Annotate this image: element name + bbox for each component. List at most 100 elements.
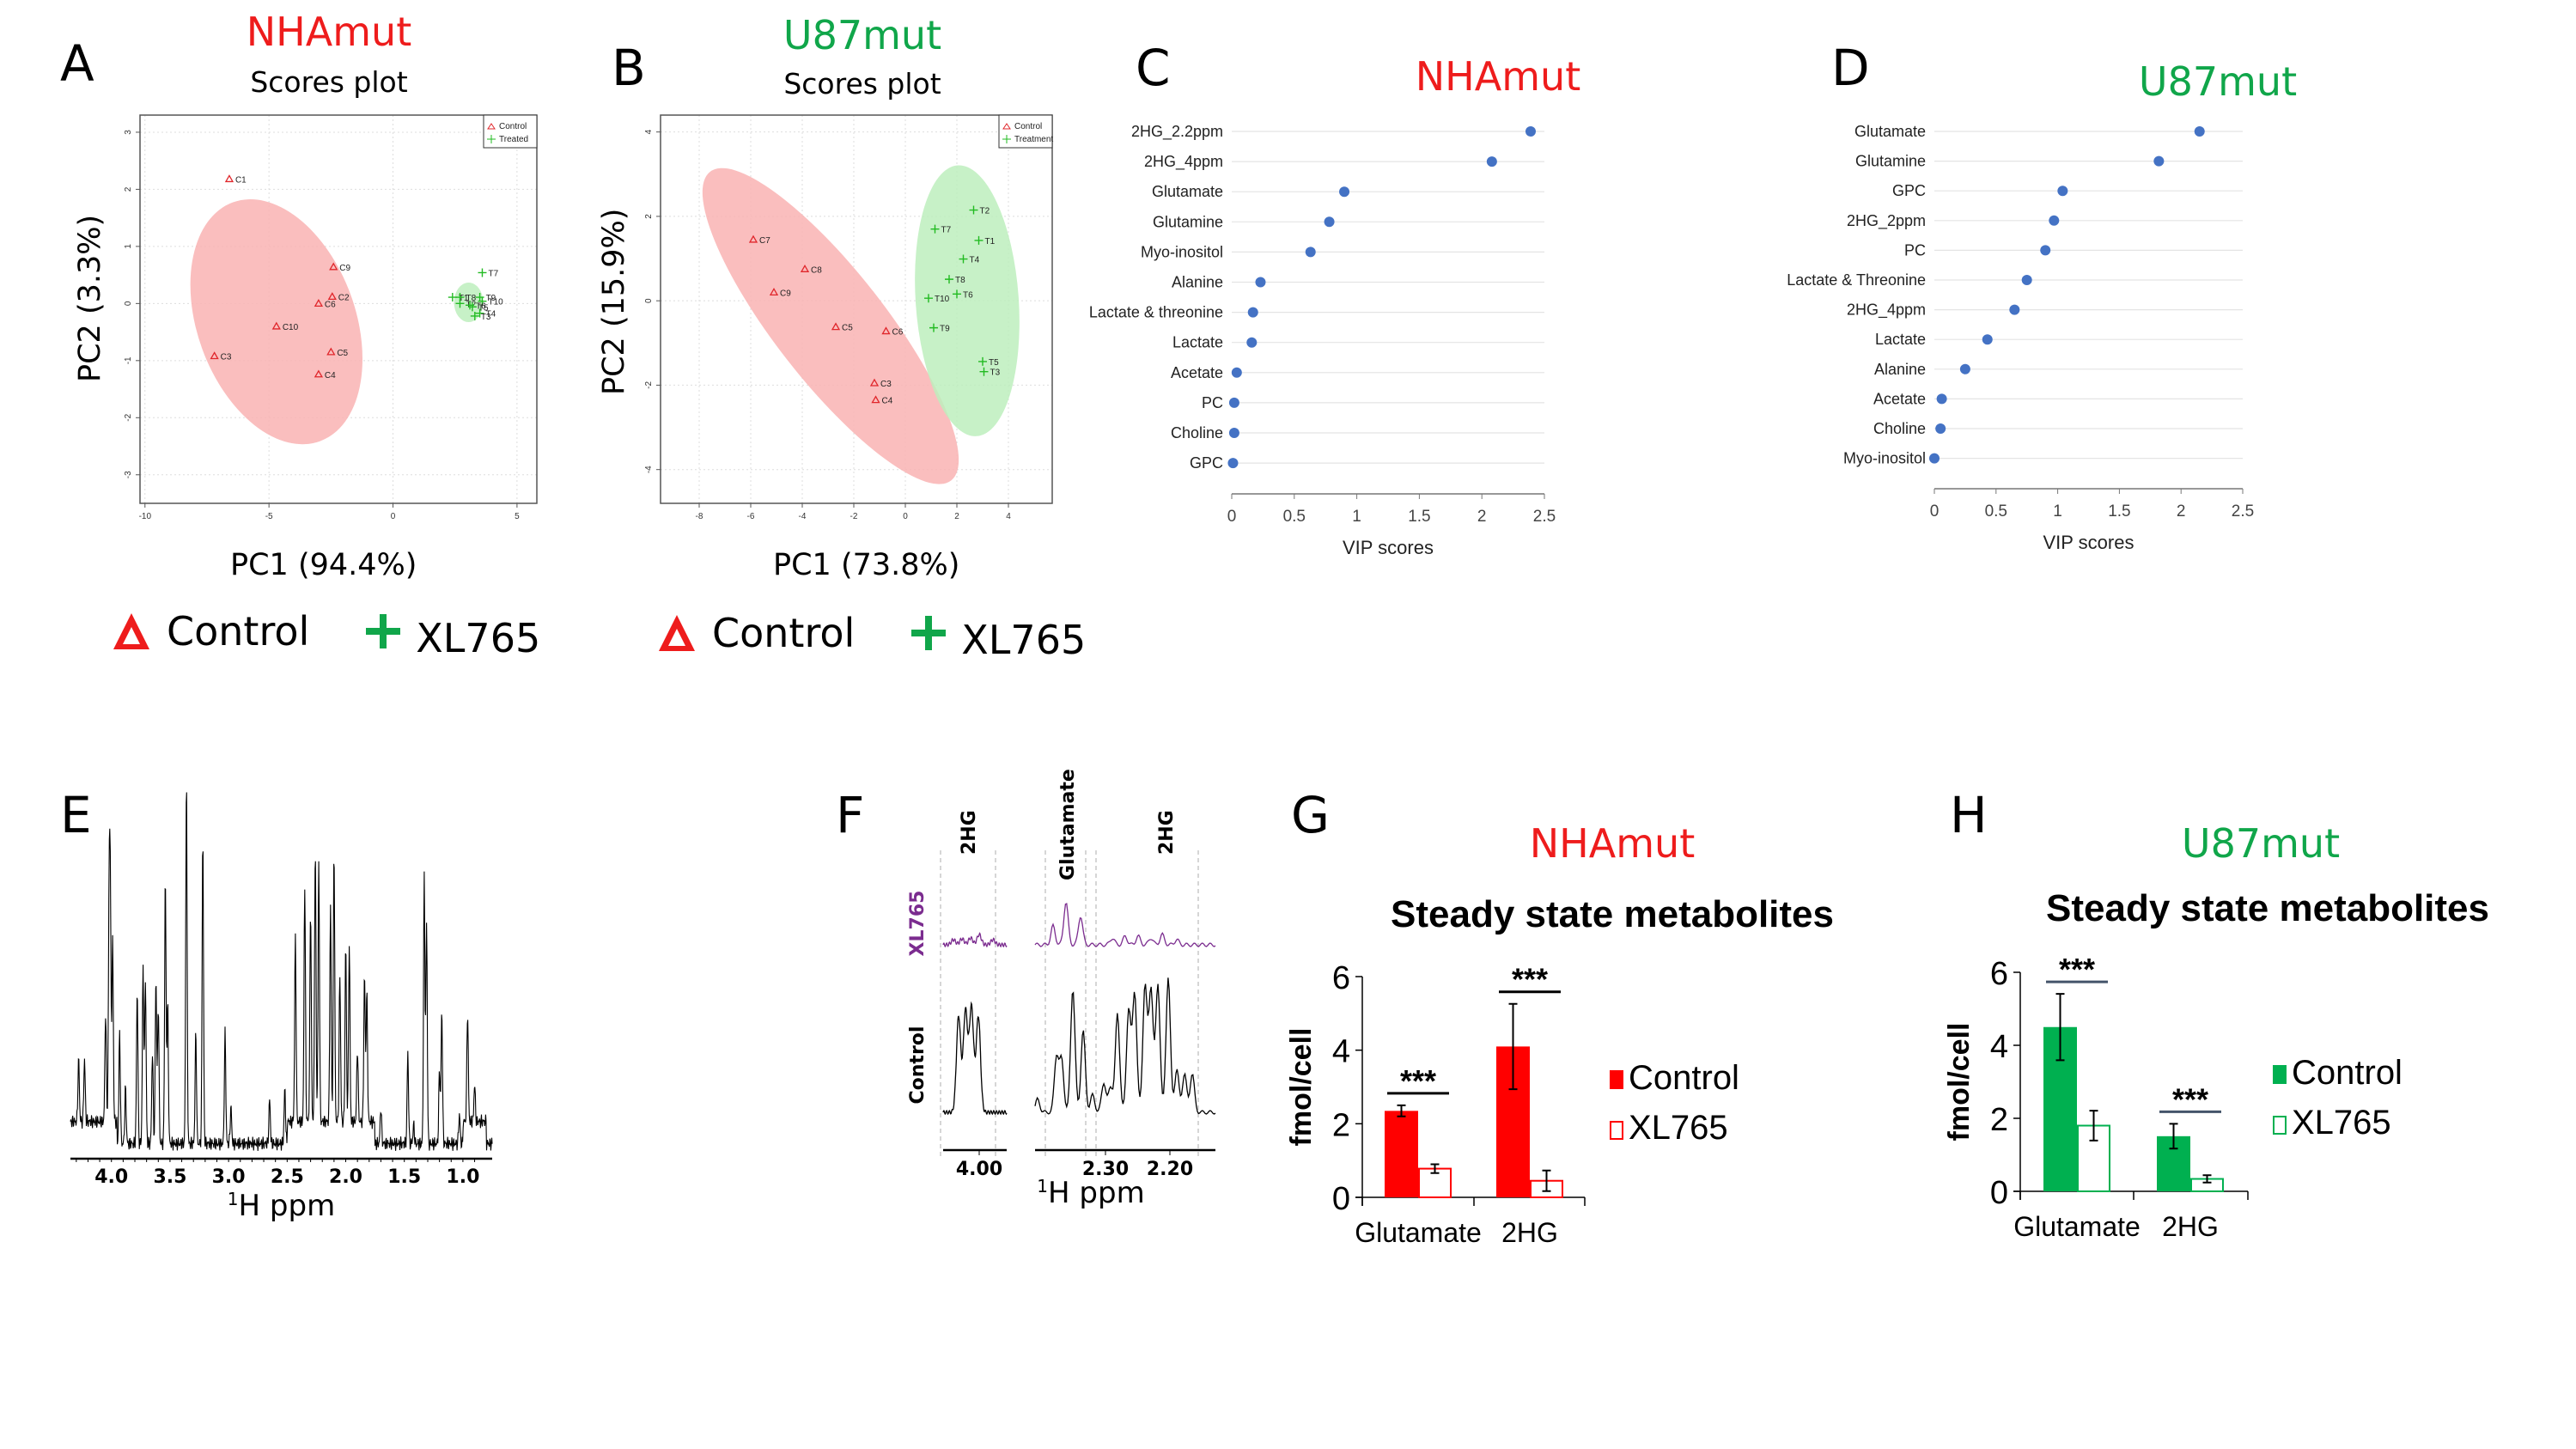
panel-b-condition-title: U87mut: [783, 12, 942, 58]
panel-a-condition-title: NHAmut: [246, 9, 412, 55]
treated-point: [448, 293, 457, 302]
point-label: T1: [459, 294, 469, 303]
y-tick-label: 0: [1990, 1175, 2008, 1211]
treated-point: [959, 254, 968, 264]
control-point: [329, 262, 338, 271]
confidence-ellipse: [915, 165, 1020, 436]
y-tick-label: 1: [124, 244, 133, 249]
plot-frame: [139, 114, 538, 504]
x-tick-label: 4.0: [94, 1166, 128, 1188]
control-point: [314, 369, 324, 378]
x-tick-label: 3.0: [212, 1166, 246, 1188]
vip-dot: [1339, 186, 1350, 198]
x-tick-label: 2.30: [1082, 1159, 1129, 1180]
point-label: C6: [892, 328, 904, 338]
error-bar: [2202, 1174, 2212, 1184]
panel-a-legend: Control XL765: [112, 608, 540, 661]
y-tick-label: 2: [1990, 1102, 2008, 1138]
bar-control: [1385, 1111, 1418, 1197]
x-axis-label: VIP scores: [1343, 537, 1434, 558]
scores-plot-b: -8 -6 -4 -2 0 2 4 -4 -2 0 2 4 C7 C8 C9 C5 C6 C3 C4 T2 T7 T1 T4…: [644, 114, 1053, 521]
point-label: T5: [478, 303, 489, 313]
treated-point: [945, 275, 953, 284]
vip-dot: [2040, 245, 2051, 256]
y-tick-label: 0: [1332, 1181, 1350, 1217]
vip-dot: [2049, 215, 2060, 226]
panel-b-legend: Control XL765: [657, 610, 1086, 663]
error-bar: [1508, 1002, 1518, 1091]
x-tick-label: 2.20: [1147, 1159, 1193, 1180]
vip-category-label: Choline: [1171, 424, 1223, 441]
y-tick-label: 4: [644, 129, 654, 134]
x-tick-label: 1.5: [2108, 502, 2130, 521]
point-label: T2: [980, 207, 990, 216]
point-label: T10: [935, 295, 950, 304]
vip-dot: [1247, 307, 1258, 318]
vip-category-label: Acetate: [1171, 364, 1223, 381]
control-point: [869, 378, 880, 387]
legend-control-label: Control: [2292, 1054, 2402, 1092]
region-label: 2HG: [959, 810, 980, 855]
point-label: C10: [283, 323, 299, 332]
vip-category-label: Lactate: [1172, 334, 1223, 351]
x-tick-label: 1.5: [387, 1166, 421, 1188]
x-tick-label: 0: [1227, 508, 1237, 526]
vip-dot: [1227, 458, 1239, 469]
vip-dot: [1255, 277, 1266, 288]
nmr-spectrum-e: 4.0 3.5 3.0 2.5 2.0 1.5 1.0 1H ppm: [70, 792, 493, 1223]
legend-control-swatch: [2273, 1065, 2287, 1084]
control-trace-2hg4: [942, 1001, 1008, 1116]
control-point: [224, 174, 234, 183]
point-label: T8: [955, 276, 965, 285]
y-tick-label: 6: [1332, 960, 1350, 996]
vip-dot: [1959, 363, 1970, 374]
triangle-icon: [659, 615, 695, 651]
y-tick-label: -3: [124, 471, 133, 478]
control-point: [800, 265, 810, 272]
panel-letter-c: C: [1136, 39, 1171, 97]
point-label: T6: [476, 301, 486, 311]
panel-letter-h: H: [1950, 786, 1988, 844]
legend-xl765-label: XL765: [2292, 1104, 2391, 1142]
triangle-icon: [113, 613, 149, 649]
vip-category-label: Glutamate: [1854, 123, 1926, 140]
legend-control-text: Control: [1014, 122, 1042, 131]
vip-dot: [2194, 126, 2205, 137]
x-tick-label: 2.5: [2232, 502, 2254, 521]
treated-point: [953, 289, 961, 299]
legend-plus-icon: [487, 135, 496, 143]
category-label: Glutamate: [2013, 1211, 2141, 1242]
panel-letter-a: A: [60, 34, 94, 93]
vip-category-label: Myo-inositol: [1141, 243, 1223, 260]
vip-category-label: 2HG_2ppm: [1847, 212, 1926, 230]
y-tick-label: -2: [644, 381, 654, 389]
vip-dot: [1525, 126, 1536, 137]
point-label: T7: [488, 269, 498, 278]
vip-plot-c: 2HG_2.2ppm 2HG_4ppm Glutamate Glutamine Myo-…: [1089, 123, 1556, 558]
x-tick-label: 1: [1352, 508, 1361, 526]
treated-point: [929, 323, 938, 332]
plot-frame: [660, 114, 1053, 504]
vip-category-label: Lactate & threonine: [1089, 304, 1223, 321]
vip-dot: [2153, 155, 2165, 167]
vip-dot: [1486, 156, 1497, 167]
x-tick-label: 1: [2053, 502, 2062, 521]
y-tick-label: 3: [124, 130, 133, 135]
vip-category-label: PC: [1202, 394, 1223, 411]
error-bar: [1397, 1104, 1406, 1117]
point-label: C7: [759, 236, 770, 246]
vip-category-label: PC: [1904, 241, 1926, 259]
x-tick-label: -5: [265, 512, 273, 521]
panel-b-xlabel: PC1 (73.8%): [773, 548, 960, 582]
category-label: Glutamate: [1355, 1217, 1482, 1248]
control-point: [769, 288, 779, 295]
error-bar: [1430, 1163, 1440, 1174]
confidence-ellipse: [702, 167, 959, 484]
point-label: T9: [940, 325, 950, 334]
vip-category-label: Acetate: [1873, 390, 1926, 407]
point-label: C9: [780, 289, 791, 298]
vip-dot: [1929, 453, 1940, 464]
point-label: T8: [466, 294, 476, 303]
x-tick-label: -4: [799, 512, 807, 521]
x-tick-label: 5: [515, 512, 520, 521]
